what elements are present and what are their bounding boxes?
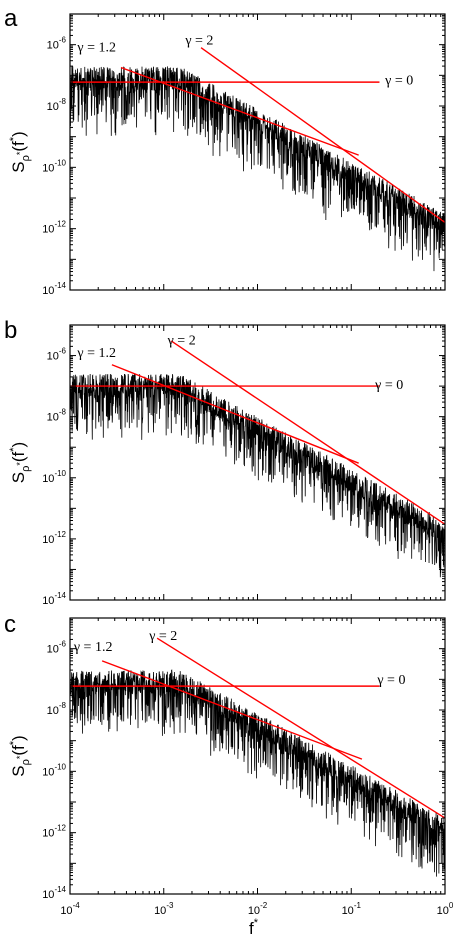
y-tick-label: 10-14 [42, 591, 66, 607]
panel-label: b [4, 317, 17, 344]
fit-line-gamma-1-2 [111, 364, 359, 464]
y-tick-label: 10-6 [47, 347, 67, 363]
annotation-2: γ = 0 [376, 673, 405, 688]
y-tick-label: 10-6 [47, 36, 67, 52]
x-axis-label: f* [249, 917, 259, 936]
y-axis-label: Sρ*(f*) [8, 131, 32, 172]
chart-panel-c: γ = 1.2 γ = 2 γ = 0 10-14 10-12 10-10 10-8 10-6… [4, 611, 454, 936]
y-tick-label: 10-8 [47, 408, 67, 424]
panel-label: a [4, 5, 18, 32]
y-tick-label: 10-12 [42, 530, 66, 546]
chart-panel-b: γ = 1.2 γ = 2 γ = 0 10-14 10-12 10-10 10-8 10-6… [4, 317, 446, 607]
x-tick-label: 10-2 [248, 901, 268, 917]
y-tick-label: 10-14 [42, 885, 66, 901]
panel-label: c [4, 611, 16, 638]
y-tick-label: 10-8 [47, 701, 67, 717]
spectrum-line [70, 373, 445, 578]
y-tick-label: 10-8 [47, 97, 67, 113]
x-tick-label: 100 [437, 901, 454, 917]
y-tick-label: 10-10 [42, 762, 66, 778]
plot-frame [69, 324, 446, 601]
fit-line-gamma-2 [170, 340, 445, 525]
chart-panel-a: γ = 1.2 γ = 2 γ = 0 10-14 10-12 10-10 10-8 10-6… [4, 5, 446, 297]
annotation-2: γ = 0 [384, 74, 413, 89]
plot-frame [69, 13, 446, 291]
annotation-0: γ = 1.2 [76, 40, 116, 55]
y-tick-label: 10-6 [47, 640, 67, 656]
annotation-0: γ = 1.2 [73, 640, 113, 655]
annotation-2: γ = 0 [374, 378, 403, 393]
fit-line-gamma-1-2 [120, 66, 359, 156]
y-tick-label: 10-10 [42, 469, 66, 485]
annotation-1: γ = 2 [184, 34, 213, 49]
fit-line-gamma-2 [200, 47, 445, 223]
fit-line-gamma-1-2 [101, 660, 363, 760]
fit-line-gamma-2 [156, 637, 445, 819]
annotation-0: γ = 1.2 [76, 346, 116, 361]
plot-frame [69, 617, 446, 895]
spectrum-line [70, 66, 445, 272]
spectrum-line [70, 669, 445, 877]
annotation-1: γ = 2 [167, 334, 196, 349]
y-tick-label: 10-12 [42, 220, 66, 236]
x-tick-label: 10-3 [154, 901, 174, 917]
x-tick-label: 10-1 [342, 901, 362, 917]
y-axis-label: Sρ*(f*) [8, 442, 32, 483]
y-axis-label: Sρ*(f*) [8, 735, 32, 776]
x-tick-label: 10-4 [60, 901, 80, 917]
y-tick-label: 10-12 [42, 824, 66, 840]
annotation-1: γ = 2 [148, 629, 177, 644]
y-tick-label: 10-10 [42, 158, 66, 174]
y-tick-label: 10-14 [42, 281, 66, 297]
